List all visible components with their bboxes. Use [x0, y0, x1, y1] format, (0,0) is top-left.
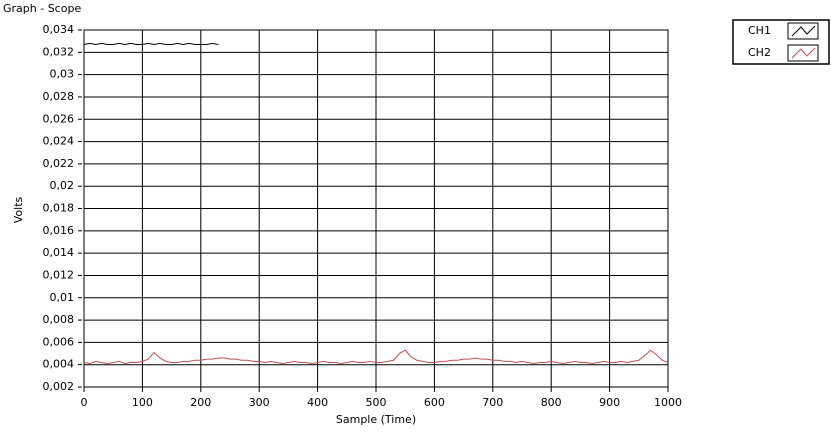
- y-tick-label: 0,024: [43, 135, 75, 148]
- y-tick-label: 0,004: [43, 358, 75, 371]
- y-tick-label: 0,002: [43, 380, 75, 393]
- legend-label: CH1: [748, 24, 771, 37]
- series-line: [83, 42, 219, 46]
- x-axis-label: Sample (Time): [336, 413, 416, 426]
- legend-label: CH2: [748, 46, 771, 59]
- legend-swatch: [787, 44, 819, 62]
- legend-swatch: [787, 22, 819, 40]
- y-tick-label: 0,01: [50, 291, 75, 304]
- y-tick-label: 0,032: [43, 45, 75, 58]
- plot-frame: [83, 29, 669, 388]
- y-tick-label: 0,022: [43, 157, 75, 170]
- x-tick-label: 0: [81, 396, 88, 409]
- x-tick-label: 400: [307, 396, 328, 409]
- y-tick-label: 0,008: [43, 313, 75, 326]
- chart-title: Graph - Scope: [3, 2, 81, 15]
- x-tick-label: 600: [424, 396, 445, 409]
- legend-line: [791, 25, 816, 37]
- y-tick-label: 0,028: [43, 90, 75, 103]
- y-tick-label: 0,034: [43, 23, 75, 36]
- y-tick-label: 0,02: [50, 179, 75, 192]
- y-tick-label: 0,03: [50, 68, 75, 81]
- x-tick-label: 500: [366, 396, 387, 409]
- x-tick-label: 900: [599, 396, 620, 409]
- y-tick-label: 0,026: [43, 112, 75, 125]
- y-axis-label: Volts: [12, 196, 25, 223]
- y-tick-label: 0,018: [43, 202, 75, 215]
- y-tick-label: 0,016: [43, 224, 75, 237]
- y-tick-label: 0,014: [43, 246, 75, 259]
- x-tick-label: 800: [541, 396, 562, 409]
- x-tick-label: 200: [190, 396, 211, 409]
- series-line: [83, 349, 669, 365]
- x-tick-label: 1000: [654, 396, 682, 409]
- x-tick-label: 700: [482, 396, 503, 409]
- x-tick-label: 100: [132, 396, 153, 409]
- legend-line: [791, 47, 816, 59]
- x-tick-label: 300: [249, 396, 270, 409]
- y-tick-label: 0,012: [43, 268, 75, 281]
- y-tick-label: 0,006: [43, 335, 75, 348]
